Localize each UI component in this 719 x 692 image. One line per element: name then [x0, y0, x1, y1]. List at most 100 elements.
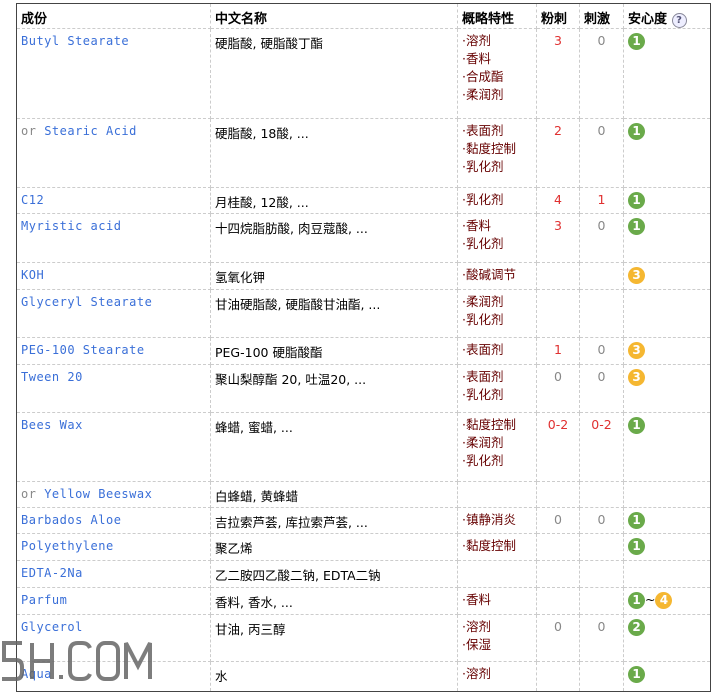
- safety-badge: 1: [628, 666, 645, 683]
- table-row: Bees Wax 蜂蜡, 蜜蜡, ... ·黏度控制 ·柔润剂 ·乳化剂 0-2 0…: [16, 412, 711, 482]
- ingredient-link[interactable]: PEG-100 Stearate: [21, 343, 145, 357]
- property-item[interactable]: ·酸碱调节: [462, 267, 516, 282]
- ingredient-link[interactable]: Glycerol: [21, 620, 83, 634]
- acne-score: [536, 560, 580, 588]
- property-item[interactable]: ·柔润剂: [462, 87, 504, 102]
- safety-badge: 1: [628, 192, 645, 209]
- ingredient-link[interactable]: KOH: [21, 268, 45, 282]
- safety-badge: 3: [628, 267, 645, 284]
- properties-cell: ·溶剂: [457, 661, 537, 692]
- property-item[interactable]: ·香料: [462, 592, 491, 607]
- acne-score: [536, 661, 580, 692]
- safety-cell: 1: [623, 507, 711, 534]
- property-item[interactable]: ·柔润剂: [462, 294, 504, 309]
- acne-score: 4: [536, 187, 580, 214]
- properties-cell: ·表面剂 ·黏度控制 ·乳化剂: [457, 118, 537, 188]
- ingredient-link[interactable]: Yellow Beeswax: [44, 487, 153, 501]
- safety-badge: 1: [628, 417, 645, 434]
- property-item[interactable]: ·黏度控制: [462, 538, 516, 553]
- properties-cell: [457, 481, 537, 508]
- property-item[interactable]: ·黏度控制: [462, 141, 516, 156]
- property-item[interactable]: ·表面剂: [462, 369, 504, 384]
- table-row: Glyceryl Stearate 甘油硬脂酸, 硬脂酸甘油酯, ... ·柔润…: [16, 289, 711, 338]
- chinese-name: PEG-100 硬脂酸酯: [210, 337, 458, 365]
- safety-cell: 1: [623, 533, 711, 561]
- properties-cell: ·香料: [457, 587, 537, 615]
- ingredient-link[interactable]: Polyethylene: [21, 539, 114, 553]
- property-item[interactable]: ·表面剂: [462, 342, 504, 357]
- property-item[interactable]: ·保湿: [462, 637, 491, 652]
- properties-cell: ·溶剂 ·香料 ·合成酯 ·柔润剂: [457, 28, 537, 119]
- property-item[interactable]: ·乳化剂: [462, 159, 504, 174]
- irritation-score: [579, 587, 624, 615]
- chinese-name: 蜂蜡, 蜜蜡, ...: [210, 412, 458, 482]
- safety-cell: 1: [623, 118, 711, 188]
- acne-score: 2: [536, 118, 580, 188]
- property-item[interactable]: ·溶剂: [462, 619, 491, 634]
- acne-score: 0-2: [536, 412, 580, 482]
- irritation-score: [579, 262, 624, 290]
- property-item[interactable]: ·乳化剂: [462, 453, 504, 468]
- property-item[interactable]: ·溶剂: [462, 666, 491, 681]
- chinese-name: 氢氧化钾: [210, 262, 458, 290]
- safety-cell: [623, 481, 711, 508]
- property-item[interactable]: ·溶剂: [462, 33, 491, 48]
- ingredient-link[interactable]: Glyceryl Stearate: [21, 295, 153, 309]
- acne-score: 0: [536, 614, 580, 662]
- property-item[interactable]: ·香料: [462, 218, 491, 233]
- safety-cell: 1: [623, 28, 711, 119]
- ingredient-link[interactable]: Parfum: [21, 593, 68, 607]
- property-item[interactable]: ·表面剂: [462, 123, 504, 138]
- property-item[interactable]: ·镇静消炎: [462, 512, 516, 527]
- ingredient-link[interactable]: Butyl Stearate: [21, 34, 130, 48]
- ingredient-link[interactable]: Myristic acid: [21, 219, 122, 233]
- ingredient-link[interactable]: Bees Wax: [21, 418, 83, 432]
- chinese-name: 硬脂酸, 硬脂酸丁酯: [210, 28, 458, 119]
- safety-cell: 1 ~4: [623, 587, 711, 615]
- ingredient-link[interactable]: EDTA-2Na: [21, 566, 83, 580]
- property-item[interactable]: ·乳化剂: [462, 236, 504, 251]
- ingredient-link[interactable]: C12: [21, 193, 45, 207]
- table-row: Myristic acid 十四烷脂肪酸, 肉豆蔻酸, ... ·香料 ·乳化剂 …: [16, 213, 711, 263]
- table-row: KOH 氢氧化钾 ·酸碱调节 3: [16, 262, 711, 290]
- chinese-name: 十四烷脂肪酸, 肉豆蔻酸, ...: [210, 213, 458, 263]
- property-item[interactable]: ·乳化剂: [462, 312, 504, 327]
- table-row: EDTA-2Na 乙二胺四乙酸二钠, EDTA二钠: [16, 560, 711, 588]
- safety-cell: [623, 289, 711, 338]
- properties-cell: ·镇静消炎: [457, 507, 537, 534]
- property-item[interactable]: ·乳化剂: [462, 387, 504, 402]
- properties-cell: ·酸碱调节: [457, 262, 537, 290]
- chinese-name: 硬脂酸, 18酸, ...: [210, 118, 458, 188]
- chinese-name: 聚山梨醇酯 20, 吐温20, ...: [210, 364, 458, 413]
- chinese-name: 吉拉索芦荟, 库拉索芦荟, ...: [210, 507, 458, 534]
- acne-score: [536, 289, 580, 338]
- safety-cell: 3: [623, 364, 711, 413]
- range-tilde: ~: [645, 592, 656, 607]
- properties-cell: ·黏度控制: [457, 533, 537, 561]
- irritation-score: [579, 289, 624, 338]
- or-label: or: [21, 124, 45, 138]
- help-icon[interactable]: ?: [671, 13, 687, 28]
- chinese-name: 白蜂蜡, 黄蜂蜡: [210, 481, 458, 508]
- properties-cell: [457, 560, 537, 588]
- property-item[interactable]: ·柔润剂: [462, 435, 504, 450]
- header-ingredient: 成份: [16, 3, 211, 29]
- irritation-score: [579, 481, 624, 508]
- chinese-name: 甘油硬脂酸, 硬脂酸甘油酯, ...: [210, 289, 458, 338]
- ingredient-link[interactable]: Aqua: [21, 667, 52, 681]
- irritation-score: 0: [579, 118, 624, 188]
- header-properties: 概略特性: [457, 3, 537, 29]
- property-item[interactable]: ·黏度控制: [462, 417, 516, 432]
- chinese-name: 水: [210, 661, 458, 692]
- property-item[interactable]: ·乳化剂: [462, 192, 504, 207]
- property-item[interactable]: ·合成酯: [462, 69, 504, 84]
- ingredient-link[interactable]: Barbados Aloe: [21, 513, 122, 527]
- ingredient-table: 成份 中文名称 概略特性 粉刺 刺激 安心度 ? Butyl Stearate …: [16, 3, 711, 692]
- safety-badge: 2: [628, 619, 645, 636]
- ingredient-link[interactable]: Stearic Acid: [44, 124, 137, 138]
- table-row: C12 月桂酸, 12酸, ... ·乳化剂 4 1 1: [16, 187, 711, 214]
- properties-cell: ·溶剂 ·保湿: [457, 614, 537, 662]
- safety-cell: 1: [623, 412, 711, 482]
- property-item[interactable]: ·香料: [462, 51, 491, 66]
- ingredient-link[interactable]: Tween 20: [21, 370, 83, 384]
